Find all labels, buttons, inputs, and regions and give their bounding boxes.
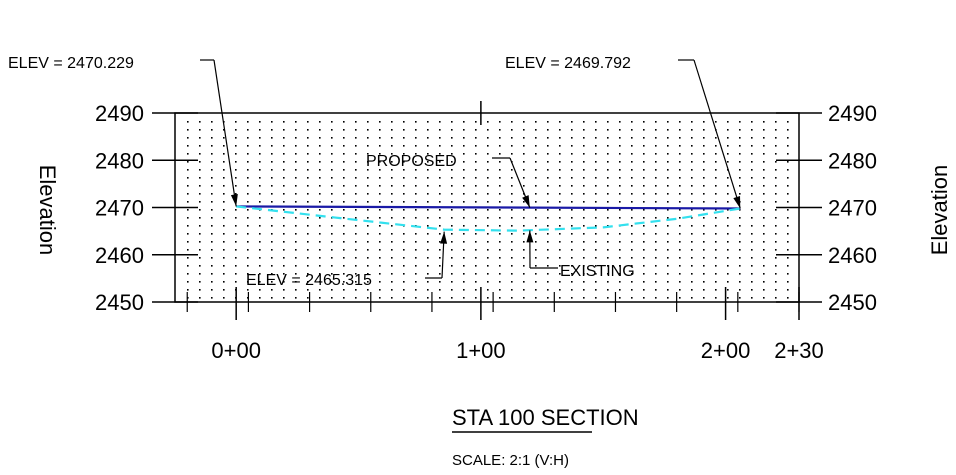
x-tick-label-3: 2+30 [774,338,824,363]
leader-existing-head [526,230,534,243]
grid-dots [187,121,789,299]
y-axis-ticks: 2450 2450 2460 2460 2470 2470 2480 2480 2490 2490 [95,101,877,315]
y-tick-label-right-2450: 2450 [828,290,877,315]
y-tick-label-left-2450: 2450 [95,290,144,315]
series-line-proposed [236,205,741,210]
series-layer [236,205,741,232]
elev-annotation-end: ELEV = 2469.792 [505,55,631,72]
leader-end-head [733,195,741,209]
series-label-proposed: PROPOSED [366,153,457,170]
leader-proposed-head [522,195,530,208]
leader-low-head [440,231,448,244]
y-tick-label-right-2460: 2460 [828,243,877,268]
drawing-scale: SCALE: 2:1 (V:H) [452,452,569,469]
grid-dot-field [187,121,789,299]
y-tick-label-left-2480: 2480 [95,148,144,173]
x-tick-label-0: 0+00 [211,338,261,363]
y-axis-label-left: Elevation [35,165,60,256]
leader-start-head [230,194,238,207]
y-tick-label-left-2490: 2490 [95,101,144,126]
series-line-existing [236,205,741,232]
series-label-existing: EXISTING [560,263,635,280]
annotation-leaders [200,59,741,279]
y-axis-label-right: Elevation [927,165,952,256]
y-tick-label-left-2460: 2460 [95,243,144,268]
x-tick-label-2: 2+00 [701,338,751,363]
elev-annotation-start: ELEV = 2470.229 [8,55,134,72]
y-tick-label-right-2480: 2480 [828,148,877,173]
x-axis-ticks: 0+00 1+00 2+00 2+30 [186,101,824,363]
leader-end [693,59,741,209]
y-tick-label-left-2470: 2470 [95,196,144,221]
y-tick-label-right-2490: 2490 [828,101,877,126]
y-tick-label-right-2470: 2470 [828,196,877,221]
x-tick-label-1: 1+00 [456,338,506,363]
drawing-title: STA 100 SECTION [452,405,639,430]
leader-start [213,59,237,207]
elev-annotation-low: ELEV = 2465.315 [246,272,372,289]
